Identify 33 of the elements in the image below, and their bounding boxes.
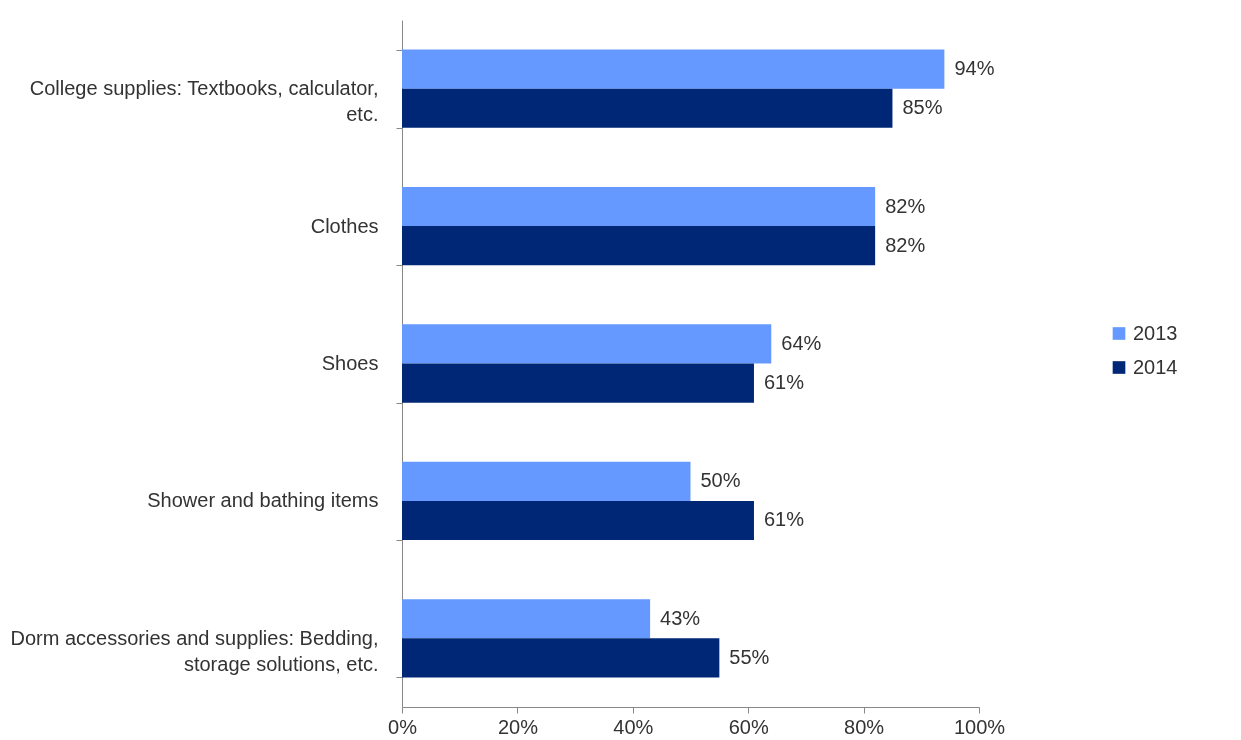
x-tick-label: 40% (613, 715, 654, 738)
x-tick-label: 60% (728, 715, 769, 738)
bar (402, 186, 876, 227)
data-label: 61% (763, 508, 805, 531)
x-tick-label: 80% (844, 715, 885, 738)
data-label: 82% (885, 194, 926, 217)
bar (402, 324, 772, 364)
data-label: 82% (885, 233, 926, 256)
bar (402, 461, 691, 501)
bar (402, 638, 720, 678)
data-label: 50% (700, 469, 741, 492)
bar (402, 500, 754, 541)
data-label: 55% (729, 645, 770, 668)
x-tick-label: 0% (388, 715, 418, 738)
y-tick-label: Shower and bathing items (147, 489, 379, 512)
x-tick-label: 20% (497, 715, 539, 738)
bar (402, 599, 651, 639)
y-tick-label: College supplies: Textbooks, calculator, etc. (29, 77, 379, 126)
data-label: 43% (660, 606, 701, 629)
data-label: 85% (902, 96, 943, 119)
bar (402, 363, 754, 403)
bar (402, 226, 876, 266)
y-tick-label: Shoes (321, 352, 379, 374)
bar (402, 49, 945, 89)
bar (402, 88, 893, 128)
y-tick-label: Dorm accessories and supplies: Bedding, storage solutions, etc. (10, 626, 379, 675)
y-tick-label: Clothes (310, 214, 379, 237)
data-label: 94% (954, 57, 995, 80)
data-label: 61% (763, 371, 805, 394)
x-tick-label: 100% (953, 715, 1006, 738)
legend-label: 2013 (1133, 321, 1178, 344)
data-label: 64% (781, 331, 822, 354)
legend-label: 2014 (1133, 355, 1178, 378)
